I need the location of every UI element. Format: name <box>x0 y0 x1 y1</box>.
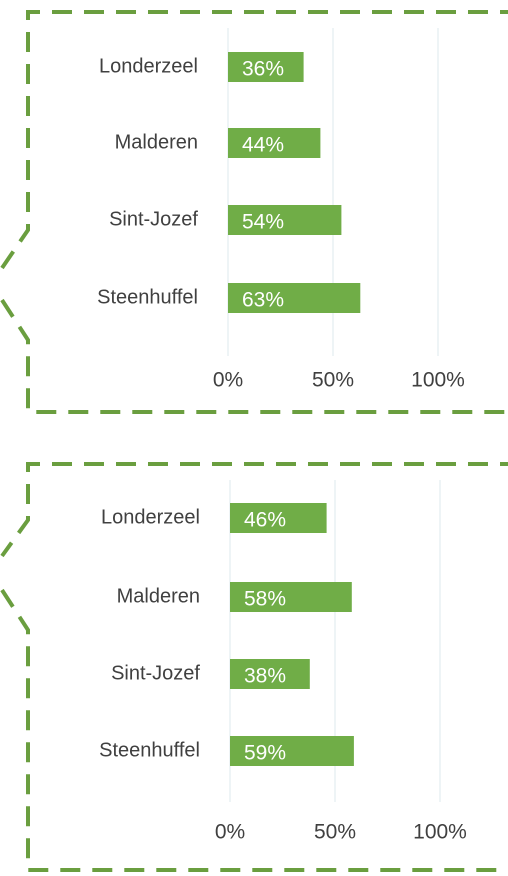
value-label: 46% <box>244 509 286 532</box>
category-label: Malderen <box>115 131 198 153</box>
x-tick-label: 50% <box>312 369 354 392</box>
bar <box>228 205 342 235</box>
category-label: Londerzeel <box>101 506 200 528</box>
value-label: 54% <box>242 211 284 234</box>
x-tick-label: 100% <box>413 821 467 844</box>
value-label: 58% <box>244 588 286 611</box>
bar <box>228 52 304 82</box>
x-tick-label: 50% <box>314 821 356 844</box>
category-label: Sint-Jozef <box>111 662 200 684</box>
bar <box>230 582 352 612</box>
category-label: Sint-Jozef <box>109 208 198 230</box>
value-label: 44% <box>242 134 284 157</box>
x-tick-label: 100% <box>411 369 465 392</box>
bar <box>230 659 310 689</box>
bar <box>228 283 361 313</box>
value-label: 38% <box>244 665 286 688</box>
category-label: Steenhuffel <box>99 739 200 761</box>
callout-frame <box>0 10 508 414</box>
value-label: 63% <box>242 289 284 312</box>
category-label: Londerzeel <box>99 55 198 77</box>
bar <box>230 736 354 766</box>
x-tick-label: 0% <box>215 821 245 844</box>
bar <box>230 503 327 533</box>
bar <box>228 128 321 158</box>
value-label: 36% <box>242 58 284 81</box>
callout-frame <box>0 462 508 872</box>
category-label: Steenhuffel <box>97 286 198 308</box>
x-tick-label: 0% <box>213 369 243 392</box>
value-label: 59% <box>244 742 286 765</box>
category-label: Malderen <box>117 585 200 607</box>
